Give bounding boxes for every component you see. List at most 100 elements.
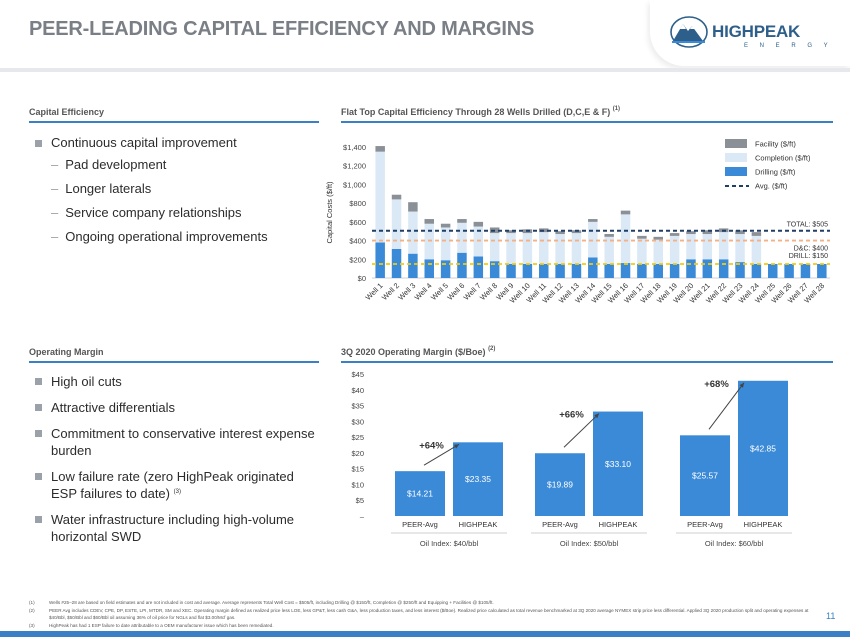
margin-bar xyxy=(593,411,643,516)
bar-segment xyxy=(440,223,451,228)
x-tick-label: Well 6 xyxy=(445,281,466,302)
margin-bar xyxy=(738,380,788,516)
bullet-item: Low failure rate (zero HighPeak originat… xyxy=(34,468,319,502)
y-tick-label: $5 xyxy=(356,496,364,505)
bar-value-label: $25.57 xyxy=(692,471,718,481)
footnotes: (1) Wells #25–28 are based on field estim… xyxy=(29,599,819,629)
bullet-text: Water infrastructure including high-volu… xyxy=(51,512,295,544)
bar-segment xyxy=(555,231,565,235)
dash-bullet-icon: – xyxy=(51,181,59,196)
footnote-text: HighPeak has had 1 ESP failure to date a… xyxy=(49,622,274,628)
bar-segment xyxy=(735,234,745,263)
bar-segment xyxy=(539,232,549,264)
bar-segment xyxy=(408,211,418,254)
y-tick-label: $25 xyxy=(351,433,364,442)
bar-segment xyxy=(784,263,794,278)
group-label: Oil Index: $60/bbl xyxy=(705,539,764,548)
bar-segment xyxy=(424,219,434,224)
bar-segment xyxy=(817,263,827,278)
bar-segment xyxy=(457,222,467,253)
bullet-main-text: Continuous capital improvement xyxy=(51,135,237,150)
x-tick-label: Well 8 xyxy=(478,281,499,302)
capital-efficiency-bullets: Continuous capital improvement – Pad deve… xyxy=(34,135,324,253)
footnote: (3) HighPeak has had 1 ESP failure to dat… xyxy=(29,622,819,630)
bar-segment xyxy=(637,238,647,264)
y-tick-label: $600 xyxy=(349,218,366,227)
legend-swatch xyxy=(725,167,747,176)
legend-label: Avg. ($/ft) xyxy=(755,182,788,191)
bar-segment xyxy=(440,260,451,278)
operating-margin-heading: Operating Margin xyxy=(29,347,104,357)
y-tick-label: $1,400 xyxy=(343,143,366,152)
bar-segment xyxy=(473,256,484,278)
bar-segment xyxy=(637,235,647,239)
x-tick-label: PEER-Avg xyxy=(402,520,438,529)
bar-segment xyxy=(620,210,631,215)
legend-label: Completion ($/ft) xyxy=(755,154,811,163)
sub-bullet-text: Pad development xyxy=(65,157,167,172)
dash-bullet-icon: – xyxy=(51,229,59,244)
chart1-heading: Flat Top Capital Efficiency Through 28 W… xyxy=(341,106,620,117)
reference-line-label: TOTAL: $505 xyxy=(787,222,828,229)
bar-segment xyxy=(686,259,696,278)
bar-segment xyxy=(718,232,729,260)
margin-bar xyxy=(453,442,503,516)
square-bullet-icon xyxy=(35,473,42,480)
bullet-item: High oil cuts xyxy=(34,373,319,390)
dash-bullet-icon: – xyxy=(51,157,59,172)
legend-label: Facility ($/ft) xyxy=(755,140,796,149)
arrow-head-icon xyxy=(594,413,599,419)
bullet-text: Commitment to conservative interest expe… xyxy=(51,426,315,458)
bar-value-label: $33.10 xyxy=(605,459,631,469)
bar-segment xyxy=(506,230,516,234)
chart2-heading: 3Q 2020 Operating Margin ($/Boe) (2) xyxy=(341,346,495,357)
square-bullet-icon xyxy=(35,378,42,385)
bullet-main: Continuous capital improvement xyxy=(34,135,324,151)
footnote-text: Wells #25–28 are based on field estimate… xyxy=(49,600,494,605)
footnote-number: (2) xyxy=(29,607,35,613)
bar-segment xyxy=(702,234,713,260)
chart2-heading-text: 3Q 2020 Operating Margin ($/Boe) xyxy=(341,347,486,357)
x-tick-label: HIGHPEAK xyxy=(459,520,498,529)
bar-segment xyxy=(702,259,713,278)
margin-bar xyxy=(680,435,730,516)
increase-arrow xyxy=(708,382,745,430)
y-tick-label: $40 xyxy=(351,386,364,395)
y-tick-label: – xyxy=(360,512,365,521)
y-tick-label: $15 xyxy=(351,465,364,474)
group-label: Oil Index: $40/bbl xyxy=(420,539,479,548)
square-bullet-icon xyxy=(35,140,42,147)
square-bullet-icon xyxy=(35,404,42,411)
y-tick-label: $400 xyxy=(349,237,366,246)
arrow-head-icon xyxy=(454,444,459,449)
capital-efficiency-chart: $0 $200 $400 $600 $800 $1,000 $1,200 $1,400 Capi… xyxy=(325,139,830,305)
y-tick-label: $45 xyxy=(351,370,364,379)
bar-segment xyxy=(473,221,484,227)
square-bullet-icon xyxy=(35,430,42,437)
bar-segment xyxy=(588,219,598,222)
bar-segment xyxy=(669,235,680,264)
operating-margin-underline xyxy=(29,361,319,363)
bar-segment xyxy=(408,253,418,278)
bar-segment xyxy=(735,230,745,235)
sub-bullet: – Service company relationships xyxy=(51,205,324,221)
sub-bullet: – Ongoing operational improvements xyxy=(51,229,324,245)
bar-segment xyxy=(604,236,614,264)
bar-segment xyxy=(588,221,598,258)
x-tick-label: PEER-Avg xyxy=(687,520,723,529)
legend-swatch xyxy=(725,139,747,148)
bar-segment xyxy=(653,236,663,240)
bar-segment xyxy=(751,235,762,264)
increase-arrow xyxy=(563,413,600,448)
bar-segment xyxy=(800,263,811,278)
bar-segment xyxy=(686,231,696,235)
bar-segment xyxy=(391,194,402,200)
bullet-text: High oil cuts xyxy=(51,374,122,389)
arrow-head-icon xyxy=(739,382,744,388)
bullet-text: Low failure rate (zero HighPeak originat… xyxy=(51,469,294,501)
legend-swatch xyxy=(725,153,747,162)
reference-line-label: DRILL: $150 xyxy=(789,253,828,260)
bar-segment xyxy=(506,263,516,278)
bar-segment xyxy=(375,242,385,278)
bar-segment xyxy=(555,234,565,264)
